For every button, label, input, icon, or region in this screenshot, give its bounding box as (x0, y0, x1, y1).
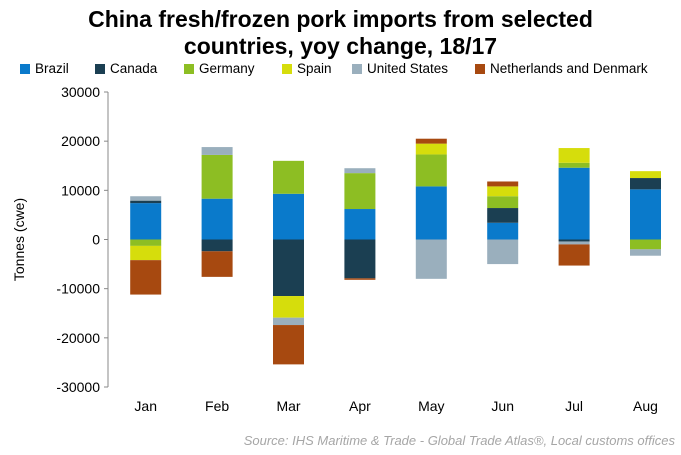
bar-segment (273, 325, 304, 365)
legend-item: Brazil (20, 61, 69, 76)
bar-segment (487, 196, 519, 209)
bar-segment (130, 203, 162, 240)
bar-segment (201, 198, 233, 240)
bar-segment (415, 138, 447, 144)
bar-segment (487, 181, 519, 187)
legend-item: Spain (282, 61, 332, 76)
x-tick-label: Jul (565, 398, 583, 414)
bar-segment (630, 189, 661, 240)
chart-title-line-1: China fresh/frozen pork imports from sel… (88, 6, 593, 32)
chart-title-line-2: countries, yoy change, 18/17 (183, 33, 498, 59)
bar-segment (273, 239, 304, 297)
bar-segment (558, 244, 590, 266)
bar-chart-plot: 30000 20000 10000 0 -10000 -20000 -30000 Tonnes… (11, 84, 661, 414)
bar-segment (630, 249, 661, 256)
bar-segment (130, 200, 162, 204)
legend-swatch (352, 63, 362, 74)
legend-label: Germany (199, 61, 255, 76)
bar-segment (558, 167, 590, 240)
x-tick-label: Jan (134, 398, 157, 414)
bar-segment (130, 196, 162, 201)
bar-segment (273, 317, 304, 326)
bar-segment (558, 239, 590, 242)
y-tick-label: -10000 (56, 281, 100, 297)
legend-item: Germany (184, 61, 255, 76)
bar-segment (344, 278, 376, 280)
bar-segment (201, 147, 233, 155)
bar-segment (558, 148, 590, 163)
x-tick-label: Jun (491, 398, 514, 414)
y-tick-label: 20000 (61, 133, 100, 149)
bar-segment (201, 251, 233, 277)
y-tick-label: -20000 (56, 330, 100, 346)
legend-swatch (184, 63, 194, 74)
bar-segment (558, 162, 590, 168)
legend-swatch (20, 63, 30, 74)
bar-segment (273, 296, 304, 318)
source-note: Source: IHS Maritime & Trade - Global Tr… (243, 433, 675, 448)
x-tick-label: May (418, 398, 444, 414)
legend-label: Spain (297, 61, 332, 76)
bar-segment (344, 209, 376, 240)
y-axis-title: Tonnes (cwe) (11, 198, 27, 281)
legend-label: Brazil (35, 61, 69, 76)
x-tick-label: Aug (633, 398, 658, 414)
bar-segment (130, 260, 162, 295)
x-tick-label: Mar (276, 398, 300, 414)
bar-segment (630, 178, 661, 190)
legend-swatch (95, 63, 105, 74)
bar-segment (415, 143, 447, 155)
bar-segment (201, 239, 233, 252)
bar-segment (487, 222, 519, 240)
bar-segment (415, 186, 447, 240)
y-tick-label: 30000 (61, 84, 100, 100)
x-tick-label: Feb (205, 398, 229, 414)
legend-swatch (475, 63, 485, 74)
bar-segment (630, 239, 661, 250)
bar-segment (415, 239, 447, 279)
bar-segment (130, 245, 162, 261)
legend-label: Netherlands and Denmark (490, 61, 648, 76)
bar-segment (273, 160, 304, 194)
bar-segment (201, 154, 233, 199)
y-tick-label: -30000 (56, 379, 100, 395)
bar-segment (630, 171, 661, 179)
bar-segment (415, 154, 447, 187)
bar-segment (487, 239, 519, 265)
legend-item: Netherlands and Denmark (475, 61, 648, 76)
legend-item: Canada (95, 61, 157, 76)
bar-segment (487, 186, 519, 197)
legend-swatch (282, 63, 292, 74)
y-tick-label: 10000 (61, 182, 100, 198)
bar-segment (273, 193, 304, 240)
bar-segment (344, 173, 376, 210)
bar-segment (344, 168, 376, 174)
bar-segment (487, 208, 519, 223)
bar-segment (344, 239, 376, 279)
bar-segment (558, 241, 590, 245)
legend-label: United States (367, 61, 449, 76)
x-tick-label: Apr (349, 398, 371, 414)
legend-label: Canada (110, 61, 158, 76)
legend-item: United States (352, 61, 448, 76)
bar-segment (130, 239, 162, 246)
y-tick-label: 0 (92, 232, 100, 248)
